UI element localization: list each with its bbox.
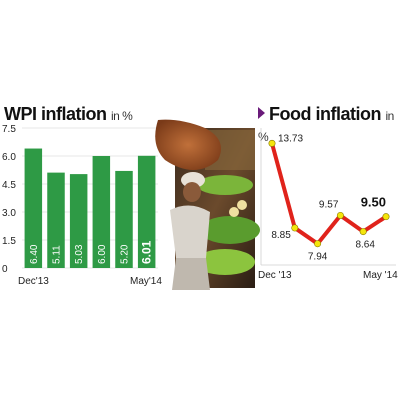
food-title-text: Food inflation <box>269 104 381 124</box>
food-data-point <box>336 211 344 219</box>
wpi-bar-value-label: 5.20 <box>120 244 131 264</box>
wpi-y-tick-label: 4.5 <box>2 180 16 191</box>
wpi-y-tick-label: 3.0 <box>2 208 16 219</box>
food-chart-title: Food inflation in % <box>258 104 400 146</box>
photo-cloth <box>172 258 210 290</box>
wpi-bar-chart: 0 1.5 3.0 4.5 6.0 7.5 6.40 5.11 5.03 6.00 5.20 6.01… <box>2 124 162 287</box>
title-marker-icon <box>258 107 265 119</box>
photo-shirt <box>170 205 210 258</box>
photo-onion-1 <box>237 200 247 210</box>
food-point-value-label: 9.57 <box>319 199 339 210</box>
wpi-chart-title: WPI inflation in % <box>4 104 133 125</box>
photo-vegetables <box>197 175 253 195</box>
wpi-bar-value-label: 6.00 <box>97 244 108 264</box>
food-point-value-label: 13.73 <box>278 133 303 144</box>
wpi-bar <box>92 156 111 268</box>
wpi-y-tick-label: 6.0 <box>2 152 16 163</box>
wpi-title-text: WPI inflation <box>4 104 107 124</box>
food-series-line <box>270 141 388 246</box>
wpi-bar-value-label: 5.11 <box>52 245 63 264</box>
wpi-x-tick-label: May'14 <box>130 276 162 287</box>
wpi-bar <box>47 172 65 268</box>
food-point-value-label: 7.94 <box>308 252 328 263</box>
wpi-bar-value-label: 5.03 <box>74 244 85 264</box>
food-data-point <box>268 139 276 147</box>
food-data-point <box>382 213 390 221</box>
food-x-tick-label: May '14 <box>363 270 398 281</box>
wpi-y-tick-label: 7.5 <box>2 124 16 135</box>
food-title-unit: in % <box>258 109 394 144</box>
food-data-point <box>314 240 322 248</box>
wpi-title-unit: in % <box>111 109 133 123</box>
wpi-bar-value-label: 6.40 <box>29 244 40 264</box>
vendor-photo <box>155 119 260 290</box>
photo-onion-2 <box>229 207 239 217</box>
wpi-y-tick-label: 1.5 <box>2 236 16 247</box>
food-line-chart: 13.73 8.85 7.94 9.57 8.64 9.50 Dec '13 May '14 <box>258 128 398 281</box>
wpi-bar <box>69 174 88 268</box>
photo-greens <box>195 249 255 275</box>
wpi-x-tick-label: Dec'13 <box>18 276 49 287</box>
photo-face <box>183 182 201 202</box>
food-data-point <box>359 228 367 236</box>
food-point-value-label: 8.85 <box>271 230 291 241</box>
wpi-bar-value-label: 6.01 <box>140 240 154 264</box>
food-data-point <box>291 224 299 232</box>
photo-cucumbers <box>200 216 260 244</box>
photo-sack <box>155 119 222 170</box>
wpi-bar <box>115 170 133 268</box>
food-point-value-label: 9.50 <box>361 195 386 210</box>
food-point-value-label: 8.64 <box>355 240 375 251</box>
wpi-y-tick-label: 0 <box>2 264 8 275</box>
wpi-bar <box>137 155 156 268</box>
food-x-tick-label: Dec '13 <box>258 270 292 281</box>
wpi-bar <box>24 148 43 268</box>
